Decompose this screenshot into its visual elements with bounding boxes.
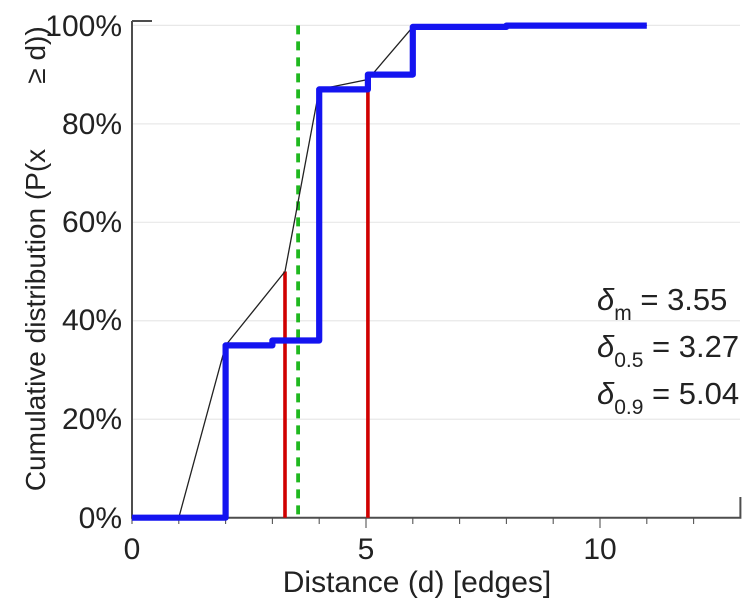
svg-text:60%: 60% <box>62 206 122 239</box>
svg-text:0: 0 <box>124 533 141 566</box>
svg-text:≥ d)): ≥ d)) <box>20 26 51 83</box>
svg-text:100%: 100% <box>45 10 122 43</box>
svg-text:Cumulative distribution (P(x: Cumulative distribution (P(x <box>20 149 51 491</box>
svg-text:5: 5 <box>358 533 375 566</box>
svg-text:40%: 40% <box>62 304 122 337</box>
svg-text:20%: 20% <box>62 403 122 436</box>
svg-text:10: 10 <box>583 533 616 566</box>
svg-text:0%: 0% <box>79 502 122 535</box>
svg-text:80%: 80% <box>62 108 122 141</box>
svg-text:δ0.5 = 3.27: δ0.5 = 3.27 <box>597 329 739 372</box>
svg-text:δm = 3.55: δm = 3.55 <box>597 282 727 325</box>
svg-text:Distance (d) [edges]: Distance (d) [edges] <box>283 566 551 599</box>
svg-text:δ0.9 = 5.04: δ0.9 = 5.04 <box>597 376 739 419</box>
